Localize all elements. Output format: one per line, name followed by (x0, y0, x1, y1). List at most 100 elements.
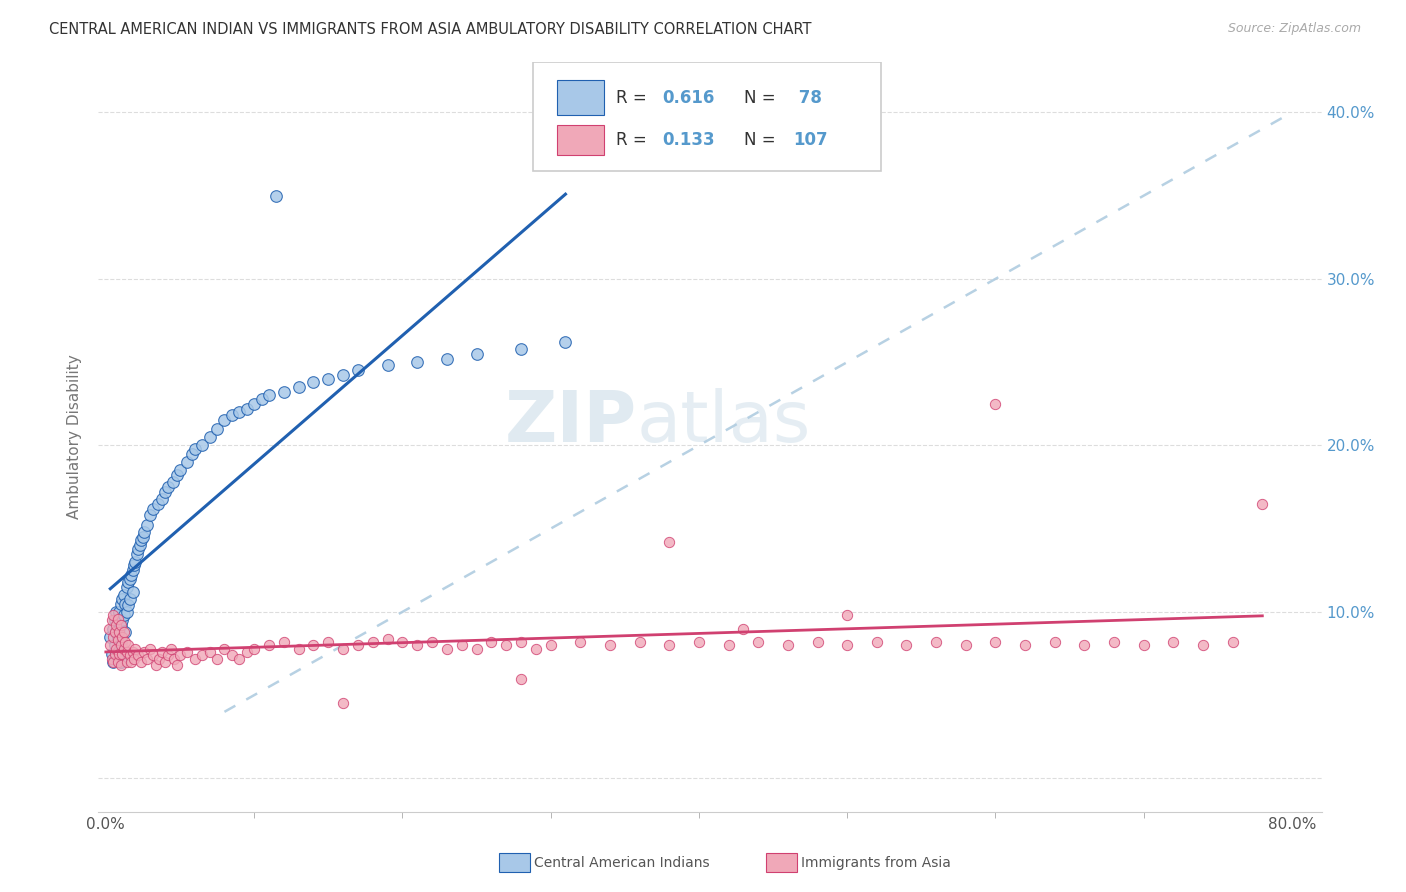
Text: atlas: atlas (637, 388, 811, 457)
Point (361, 635, 384, 649)
Point (302, 375, 325, 389)
Point (153, 485, 176, 500)
Point (837, 608, 859, 623)
Point (332, 697, 354, 711)
Point (214, 413, 236, 427)
Point (111, 630, 134, 644)
Point (688, 635, 710, 649)
Point (250, 392, 273, 406)
Point (221, 648, 243, 663)
Point (107, 613, 129, 627)
Point (125, 547, 148, 561)
Point (115, 655, 138, 669)
Point (717, 638, 740, 652)
Point (866, 635, 889, 649)
Point (98, 638, 121, 652)
Y-axis label: Ambulatory Disability: Ambulatory Disability (67, 355, 83, 519)
Text: N =: N = (744, 88, 782, 107)
Point (103, 608, 125, 623)
Point (228, 405, 250, 419)
Point (108, 647, 131, 661)
Text: 0.616: 0.616 (662, 88, 714, 107)
Point (120, 568, 142, 582)
Point (465, 347, 488, 361)
Point (569, 635, 592, 649)
Point (104, 638, 127, 652)
Text: Source: ZipAtlas.com: Source: ZipAtlas.com (1227, 22, 1361, 36)
Point (157, 480, 180, 494)
Point (287, 641, 309, 656)
Point (450, 638, 472, 652)
Point (302, 638, 325, 652)
Point (243, 397, 266, 411)
Point (124, 555, 146, 569)
Point (658, 638, 681, 652)
Point (287, 380, 309, 394)
Point (837, 638, 859, 652)
Point (176, 645, 198, 659)
Point (120, 655, 142, 669)
Point (146, 497, 169, 511)
Point (163, 651, 186, 665)
Point (122, 651, 145, 665)
Point (166, 658, 188, 673)
Point (104, 624, 127, 639)
Point (114, 624, 136, 639)
Point (111, 613, 134, 627)
Point (117, 638, 139, 652)
FancyBboxPatch shape (557, 125, 603, 154)
Point (198, 645, 221, 659)
Text: 107: 107 (793, 130, 828, 149)
Point (100, 647, 122, 661)
Point (162, 475, 184, 489)
Point (153, 655, 176, 669)
Point (169, 648, 191, 663)
Point (205, 651, 228, 665)
Point (117, 599, 139, 613)
Point (105, 641, 128, 656)
Point (406, 638, 429, 652)
Point (436, 641, 458, 656)
Point (136, 651, 159, 665)
FancyBboxPatch shape (533, 62, 882, 171)
Point (235, 645, 257, 659)
Point (145, 658, 167, 673)
FancyBboxPatch shape (557, 80, 603, 115)
Point (166, 468, 188, 483)
Point (420, 635, 443, 649)
Point (184, 651, 207, 665)
Point (112, 624, 135, 639)
Point (510, 635, 533, 649)
Point (110, 618, 132, 632)
Point (136, 518, 159, 533)
Point (984, 635, 1007, 649)
Point (377, 632, 399, 646)
Point (118, 591, 141, 606)
Point (150, 491, 173, 506)
Point (157, 648, 180, 663)
Point (191, 648, 214, 663)
Point (465, 641, 488, 656)
Text: Immigrants from Asia: Immigrants from Asia (801, 855, 952, 870)
Point (391, 635, 413, 649)
Text: 78: 78 (793, 88, 823, 107)
Point (495, 638, 517, 652)
Point (176, 455, 198, 469)
Point (104, 647, 127, 661)
Point (510, 672, 533, 686)
Point (108, 622, 131, 636)
Point (316, 372, 339, 386)
Point (110, 635, 132, 649)
Point (221, 409, 243, 423)
Point (1132, 638, 1154, 652)
Point (122, 558, 145, 573)
Point (107, 611, 129, 625)
Point (332, 641, 354, 656)
Point (205, 422, 228, 436)
Point (132, 530, 155, 544)
Point (332, 368, 354, 383)
Point (554, 335, 576, 350)
Point (479, 635, 502, 649)
Point (257, 638, 280, 652)
Point (112, 608, 135, 623)
